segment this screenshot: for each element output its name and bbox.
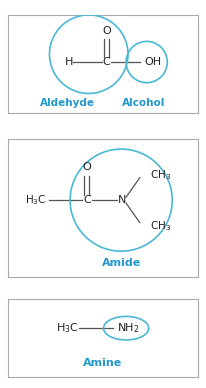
Text: NH$_2$: NH$_2$ [117,321,139,335]
Text: C: C [103,57,110,67]
Text: Aldehyde: Aldehyde [40,98,95,108]
Text: C: C [83,195,91,205]
Text: Amine: Amine [83,358,122,367]
Text: CH$_3$: CH$_3$ [150,219,171,232]
Text: H$_3$C: H$_3$C [56,321,79,335]
Text: O: O [82,162,91,172]
Text: Alcohol: Alcohol [122,98,165,108]
Text: O: O [102,26,111,36]
Text: N: N [118,195,126,205]
Text: CH$_3$: CH$_3$ [150,168,171,182]
Text: OH: OH [144,57,161,67]
Text: Amide: Amide [102,258,141,268]
Text: H: H [65,57,73,67]
Text: H$_3$C: H$_3$C [25,193,47,207]
